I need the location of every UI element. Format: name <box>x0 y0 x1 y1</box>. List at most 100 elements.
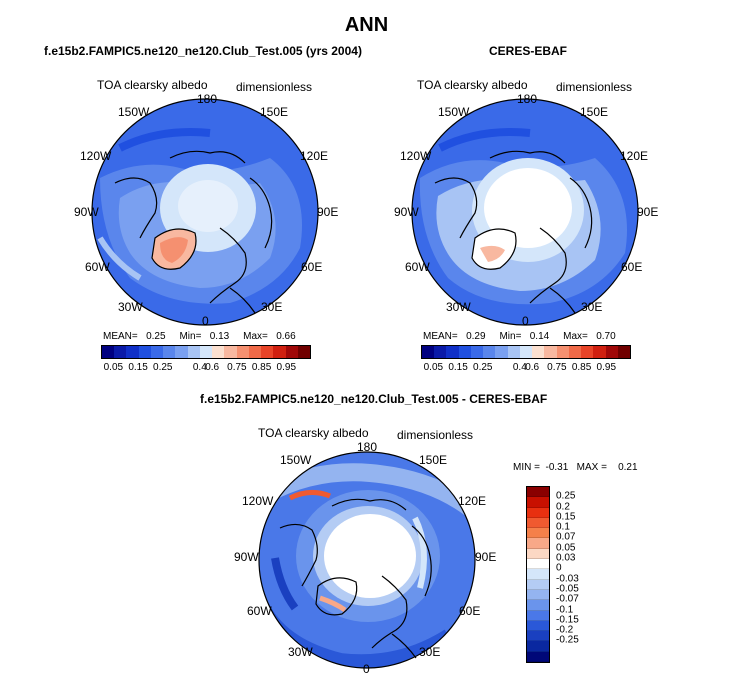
lon-label-60e: 60E <box>301 260 323 274</box>
coastlines <box>114 150 273 314</box>
colorbar-swatch <box>138 346 151 358</box>
colorbar-swatch <box>199 346 213 358</box>
colorbar-swatch <box>507 346 520 358</box>
lon-label-60e: 60E <box>459 604 481 618</box>
lon-label-150e: 150E <box>260 105 289 119</box>
colorbar-tick-label: 0.4 <box>512 362 527 373</box>
lon-label-60w: 60W <box>247 604 272 618</box>
colorbar-swatch <box>581 346 594 358</box>
colorbar-swatch <box>544 346 557 358</box>
lon-label-180: 180 <box>357 440 378 454</box>
lon-label-30e: 30E <box>581 300 603 314</box>
colorbar-tick-label: 0.85 <box>571 362 592 373</box>
coastlines <box>434 150 593 314</box>
colorbar-swatch <box>470 346 484 358</box>
colorbar-swatch <box>527 569 549 580</box>
lon-label-30w: 30W <box>118 300 143 314</box>
colorbar-swatch <box>527 517 549 529</box>
panel-diff-variable: TOA clearsky albedo <box>258 426 369 440</box>
lon-label-0: 0 <box>522 314 529 328</box>
colorbar-swatch <box>495 346 508 358</box>
colorbar-swatch <box>527 651 549 663</box>
colorbar-swatch <box>163 346 176 358</box>
panel-obs-map <box>411 98 639 326</box>
colorbar-swatch <box>285 346 298 358</box>
colorbar-swatch <box>114 346 127 358</box>
colorbar-swatch <box>150 346 164 358</box>
colorbar-swatch <box>527 548 549 560</box>
colorbar-swatch <box>224 346 237 358</box>
panel-diff-stats: MIN = -0.31 MAX = 0.21 <box>513 462 638 473</box>
colorbar-swatch <box>532 346 545 358</box>
lon-label-90w: 90W <box>74 205 99 219</box>
colorbar-tick-label: 0.05 <box>423 362 444 373</box>
colorbar-swatch <box>527 497 549 508</box>
lon-label-30w: 30W <box>288 645 313 659</box>
colorbar-tick-label: 0.85 <box>251 362 272 373</box>
colorbar-swatch <box>556 346 569 358</box>
panel-test-units: dimensionless <box>236 80 313 94</box>
colorbar-swatch <box>527 507 549 518</box>
colorbar-swatch <box>617 346 630 358</box>
colorbar-tick-label: 0.03 <box>556 552 576 564</box>
main-title: ANN <box>344 14 389 36</box>
panel-obs-title: CERES-EBAF <box>489 44 568 58</box>
lon-label-150e: 150E <box>580 105 609 119</box>
near-zero-region <box>324 514 416 598</box>
lon-label-90w: 90W <box>234 550 259 564</box>
panel-obs-stats: MEAN= 0.29 Min= 0.14 Max= 0.70 <box>423 331 616 342</box>
colorbar-swatch <box>175 346 188 358</box>
colorbar-swatch <box>527 620 549 632</box>
panel-diff-map <box>258 451 476 669</box>
lon-label-120w: 120W <box>400 149 432 163</box>
colorbar-swatch <box>527 631 549 642</box>
panel-diff-colorbar-ticks: 0.25 0.2 0.15 0.1 0.07 0.05 0.03 0 -0.03 -0.05 -0.… <box>556 486 616 661</box>
colorbar-swatch <box>527 579 549 590</box>
colorbar-swatch <box>605 346 618 358</box>
lon-label-0: 0 <box>202 314 209 328</box>
colorbar-swatch <box>593 346 606 358</box>
colorbar-tick-label: -0.1 <box>556 604 574 616</box>
colorbar-tick-label: 0.15 <box>556 511 576 523</box>
colorbar-swatch <box>527 589 549 601</box>
colorbar-tick-label: -0.15 <box>556 614 579 626</box>
sea-ice-region <box>484 168 572 248</box>
colorbar-tick-label: 0.2 <box>556 501 570 513</box>
panel-diff-colorbar <box>526 486 550 663</box>
colorbar-tick-label: 0.1 <box>556 521 570 533</box>
colorbar-swatch <box>483 346 496 358</box>
colorbar-tick-label: 0.05 <box>103 362 124 373</box>
panel-test-variable: TOA clearsky albedo <box>97 78 208 92</box>
panel-diff-units: dimensionless <box>397 428 474 442</box>
colorbar-tick-label: 0.25 <box>473 362 493 373</box>
colorbar-swatch <box>434 346 447 358</box>
colorbar-swatch <box>527 487 549 498</box>
lon-label-150w: 150W <box>118 105 150 119</box>
colorbar-swatch <box>126 346 139 358</box>
colorbar-tick-label: -0.05 <box>556 583 579 595</box>
lon-label-120e: 120E <box>620 149 649 163</box>
colorbar-tick-label: 0.15 <box>128 362 148 373</box>
colorbar-swatch <box>527 528 549 539</box>
lon-label-0: 0 <box>363 662 370 676</box>
colorbar-tick-label: -0.07 <box>556 593 579 605</box>
colorbar-swatch <box>568 346 582 358</box>
colorbar-swatch <box>248 346 262 358</box>
lon-label-120e: 120E <box>458 494 487 508</box>
lon-label-120e: 120E <box>300 149 329 163</box>
lon-label-150w: 150W <box>438 105 470 119</box>
lon-label-90e: 90E <box>317 205 339 219</box>
colorbar-swatch <box>446 346 459 358</box>
colorbar-swatch <box>212 346 225 358</box>
panel-obs-colorbar: 0.05 0.15 0.25 0.4 0.6 0.75 0.85 0.95 <box>421 345 631 373</box>
panel-diff-title: f.e15b2.FAMPIC5.ne120_ne120.Club_Test.00… <box>200 392 548 406</box>
colorbar-tick-label: 0.05 <box>556 542 576 554</box>
panel-test-colorbar: 0.05 0.15 0.25 0.4 0.6 0.75 0.85 0.95 <box>101 345 311 373</box>
colorbar-tick-label: 0.25 <box>153 362 173 373</box>
lon-label-90e: 90E <box>637 205 659 219</box>
positive-anomaly <box>288 490 331 501</box>
lon-label-60e: 60E <box>621 260 643 274</box>
colorbar-tick-label: 0.07 <box>556 531 576 543</box>
colorbar-swatch <box>527 600 549 611</box>
colorbar-swatch <box>527 610 549 621</box>
